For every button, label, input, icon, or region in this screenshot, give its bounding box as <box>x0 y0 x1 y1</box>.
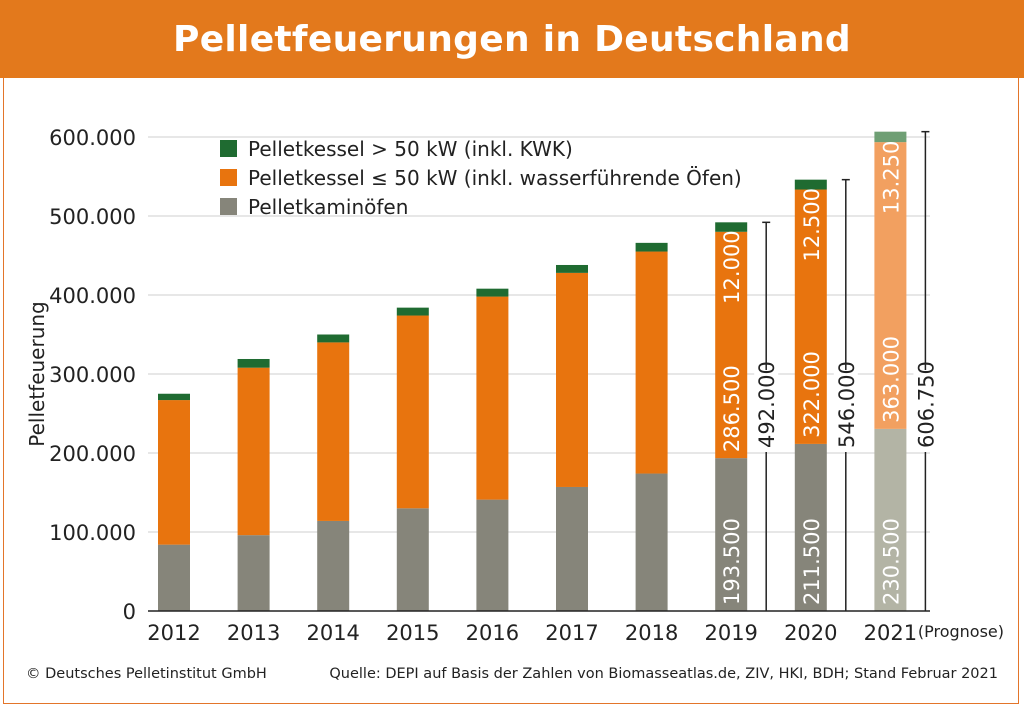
x-tick-label: 2014 <box>306 621 359 645</box>
bar-segment <box>556 272 588 487</box>
y-tick-label: 600.000 <box>49 126 136 150</box>
y-tick-label: 200.000 <box>49 442 136 466</box>
y-tick-label: 300.000 <box>49 363 136 387</box>
bar-segment <box>158 400 190 545</box>
bar-segment <box>317 334 350 343</box>
bar-segment <box>476 296 509 500</box>
x-tick-label: 2016 <box>466 621 519 645</box>
stacked-bar-chart: 0 100.000 200.000 300.000 400.000 500.000 600.… <box>25 126 1004 645</box>
x-tick-label: 2019 <box>704 621 757 645</box>
bar-segment <box>635 251 668 474</box>
total-value-label: 492.000 <box>755 361 779 448</box>
bar-segment <box>635 242 668 252</box>
bar-segment <box>556 486 588 611</box>
total-label-bg <box>754 370 779 452</box>
x-tick-label: 2015 <box>386 621 439 645</box>
x-tick-label: 2021 <box>864 621 917 645</box>
forecast-note: (Prognose) <box>918 622 1004 641</box>
bar-segment <box>158 544 190 611</box>
segment-value-label: 286.500 <box>720 365 744 452</box>
legend-label: Pelletkaminöfen <box>248 195 408 219</box>
total-value-label: 546.000 <box>835 361 859 448</box>
legend-swatch <box>220 198 237 215</box>
x-tick-label: 2012 <box>147 621 200 645</box>
legend-label: Pelletkessel > 50 kW (inkl. KWK) <box>248 137 573 161</box>
legend-swatch <box>220 140 237 157</box>
total-label-bg <box>833 370 858 452</box>
x-tick-label: 2018 <box>625 621 678 645</box>
bar-segment <box>237 535 270 611</box>
bar-segment <box>158 393 190 401</box>
bar-segment <box>237 367 270 536</box>
segment-value-label: 211.500 <box>800 518 824 605</box>
x-tick-label: 2013 <box>227 621 280 645</box>
total-label-bg <box>913 370 938 452</box>
legend-swatch <box>220 169 237 186</box>
segment-value-label: 230.500 <box>879 518 903 605</box>
bar-segment <box>874 142 907 429</box>
bar-segment <box>794 179 827 190</box>
bar-segment <box>715 458 748 611</box>
segment-value-label: 12.500 <box>800 188 824 261</box>
segment-value-label: 13.250 <box>879 141 903 214</box>
y-tick-label: 400.000 <box>49 284 136 308</box>
y-tick-label: 100.000 <box>49 521 136 545</box>
bar-segment <box>396 315 429 509</box>
bar-segment <box>874 428 907 611</box>
bar-segment <box>237 358 270 368</box>
total-value-label: 606.750 <box>914 361 938 448</box>
segment-value-label: 322.000 <box>800 351 824 438</box>
segment-value-label: 12.000 <box>720 230 744 303</box>
bar-segment <box>635 473 668 611</box>
x-tick-label: 2017 <box>545 621 598 645</box>
bar-segment <box>556 264 588 273</box>
y-tick-label: 0 <box>123 600 136 624</box>
bar-segment <box>715 222 748 232</box>
bar-segment <box>317 520 350 611</box>
bar-segment <box>874 131 907 143</box>
bar-segment <box>317 342 350 521</box>
y-axis-label: Pelletfeuerung <box>25 301 49 447</box>
source-note: Quelle: DEPI auf Basis der Zahlen von Bi… <box>329 666 998 682</box>
bar-segment <box>794 189 827 444</box>
bar-segment <box>396 508 429 611</box>
y-tick-label: 500.000 <box>49 205 136 229</box>
title-banner: Pelletfeuerungen in Deutschland <box>0 0 1024 78</box>
bar-segment <box>715 231 748 459</box>
copyright-note: © Deutsches Pelletinstitut GmbH <box>26 666 267 682</box>
chart-title: Pelletfeuerungen in Deutschland <box>173 18 851 60</box>
bar-segment <box>396 307 429 316</box>
bar-segment <box>476 288 509 297</box>
legend-label: Pelletkessel ≤ 50 kW (inkl. wasserführen… <box>248 166 742 190</box>
segment-value-label: 193.500 <box>720 518 744 605</box>
bar-segment <box>794 443 827 611</box>
x-tick-label: 2020 <box>784 621 837 645</box>
bar-segment <box>476 499 509 611</box>
segment-value-label: 363.000 <box>879 336 903 423</box>
